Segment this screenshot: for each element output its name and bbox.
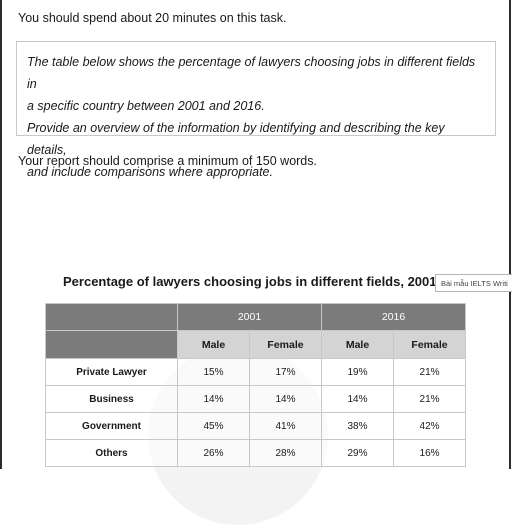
year-header-2016: 2016 bbox=[321, 303, 467, 331]
table-title: Percentage of lawyers choosing jobs in d… bbox=[63, 274, 459, 289]
table-cell: 19% bbox=[321, 358, 395, 386]
row-label: Business bbox=[45, 385, 178, 413]
watermark-label: Bài mẫu IELTS Writi bbox=[435, 274, 512, 292]
lawyer-percentage-table: 2001 2016 Male Female Male Female Privat… bbox=[45, 303, 467, 467]
table-row: Others 26% 28% 29% 16% bbox=[45, 439, 467, 467]
year-header-row: 2001 2016 bbox=[45, 303, 467, 331]
task-prompt-line: The table below shows the percentage of … bbox=[27, 55, 476, 91]
gender-header: Female bbox=[248, 330, 323, 359]
row-label: Government bbox=[45, 412, 178, 440]
right-frame-edge bbox=[509, 0, 511, 469]
table-row: Government 45% 41% 38% 42% bbox=[45, 412, 467, 440]
table-row: Private Lawyer 15% 17% 19% 21% bbox=[45, 358, 467, 386]
gender-header: Male bbox=[321, 330, 395, 359]
table-row: Business 14% 14% 14% 21% bbox=[45, 385, 467, 413]
table-cell: 29% bbox=[321, 439, 395, 467]
table-cell: 42% bbox=[393, 412, 467, 440]
table-corner bbox=[45, 330, 178, 359]
table-cell: 16% bbox=[393, 439, 467, 467]
table-cell: 38% bbox=[321, 412, 395, 440]
left-frame-edge bbox=[0, 0, 2, 469]
row-label: Private Lawyer bbox=[45, 358, 178, 386]
task-instruction: You should spend about 20 minutes on thi… bbox=[18, 11, 287, 25]
table-cell: 28% bbox=[248, 439, 323, 467]
table-cell: 21% bbox=[393, 385, 467, 413]
table-corner bbox=[45, 303, 178, 331]
task-prompt-line: Provide an overview of the information b… bbox=[27, 121, 445, 157]
task-prompt-line: and include comparisons where appropriat… bbox=[27, 165, 273, 179]
table-cell: 14% bbox=[321, 385, 395, 413]
table-cell: 15% bbox=[177, 358, 250, 386]
task-prompt-box: The table below shows the percentage of … bbox=[16, 41, 496, 179]
word-count-requirement: Your report should comprise a minimum of… bbox=[18, 154, 317, 168]
gender-header: Female bbox=[393, 330, 467, 359]
gender-header: Male bbox=[177, 330, 250, 359]
table-cell: 26% bbox=[177, 439, 250, 467]
table-cell: 45% bbox=[177, 412, 250, 440]
task-prompt-line: a specific country between 2001 and 2016… bbox=[27, 99, 265, 113]
row-label: Others bbox=[45, 439, 178, 467]
table-cell: 17% bbox=[248, 358, 323, 386]
year-header-2001: 2001 bbox=[176, 303, 323, 331]
table-cell: 14% bbox=[248, 385, 323, 413]
table-cell: 41% bbox=[248, 412, 323, 440]
table-cell: 14% bbox=[177, 385, 250, 413]
table-cell: 21% bbox=[393, 358, 467, 386]
gender-header-row: Male Female Male Female bbox=[45, 330, 467, 359]
